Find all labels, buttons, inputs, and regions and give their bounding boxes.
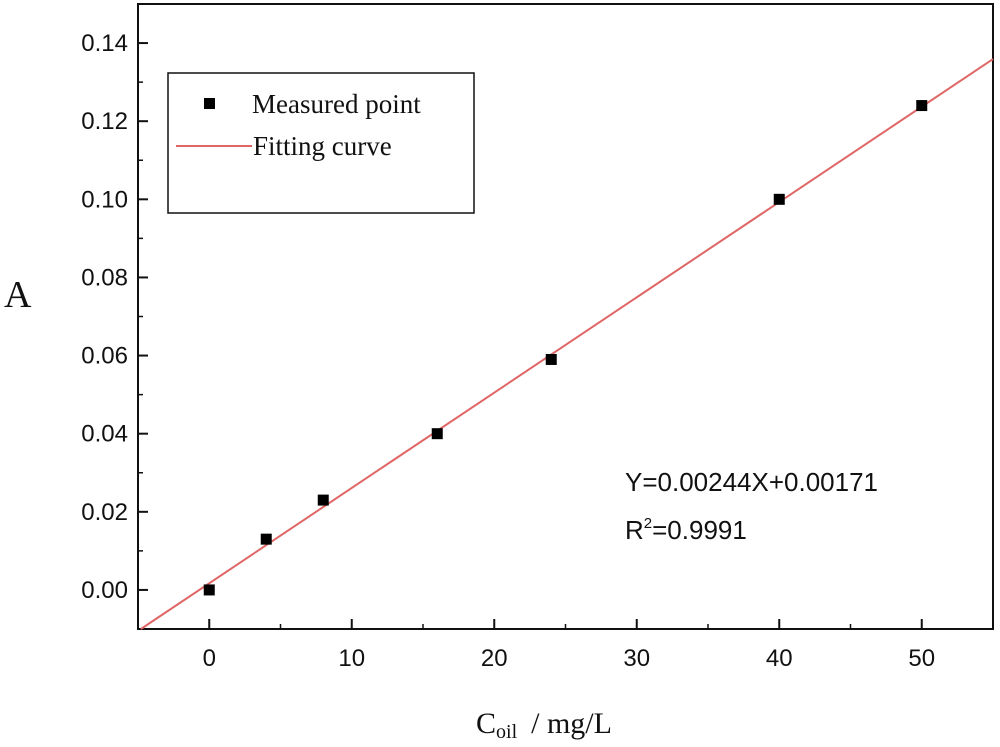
r-squared-text: R2=0.9991 xyxy=(625,515,747,545)
y-axis: 0.00 0.02 0.04 0.06 0.08 0.10 0.12 0.14 xyxy=(81,3,148,630)
legend-box xyxy=(167,72,475,214)
fitting-curve-group xyxy=(140,58,994,630)
y-tick-label: 0.12 xyxy=(81,108,128,135)
y-tick-label: 0.10 xyxy=(81,186,128,213)
legend-label-fitting: Fitting curve xyxy=(253,131,392,161)
measured-point xyxy=(203,584,215,596)
x-axis-title-unit: / mg/L xyxy=(531,707,612,740)
equation-text: Y=0.00244X+0.00171 xyxy=(625,467,878,497)
legend: Measured point Fitting curve xyxy=(167,72,475,214)
r-prefix: R xyxy=(625,515,644,545)
measured-point xyxy=(317,494,329,506)
measured-point xyxy=(431,428,443,440)
y-tick-label: 0.06 xyxy=(81,343,128,370)
y-tick-label: 0.00 xyxy=(81,577,128,604)
x-tick-label: 30 xyxy=(623,645,650,672)
measured-point xyxy=(260,533,272,545)
x-axis-title-sub: oil xyxy=(496,721,518,743)
measured-points xyxy=(203,100,928,596)
x-tick-label: 0 xyxy=(203,645,216,672)
fitting-curve-line xyxy=(140,58,994,630)
x-tick-label: 10 xyxy=(338,645,365,672)
x-axis-title-main: C xyxy=(476,707,496,740)
r-value: =0.9991 xyxy=(652,515,747,545)
legend-label-measured: Measured point xyxy=(252,89,421,119)
x-axis: 0 10 20 30 40 50 xyxy=(137,619,994,672)
x-tick-label: 50 xyxy=(908,645,935,672)
r-superscript: 2 xyxy=(644,515,652,532)
y-tick-label: 0.14 xyxy=(81,30,128,57)
legend-marker-square xyxy=(204,98,215,109)
y-tick-label: 0.08 xyxy=(81,264,128,291)
x-tick-label: 20 xyxy=(481,645,508,672)
measured-point xyxy=(545,353,557,365)
y-axis-title: A xyxy=(4,274,32,316)
y-tick-label: 0.02 xyxy=(81,499,128,526)
y-tick-label: 0.04 xyxy=(81,421,128,448)
measured-point xyxy=(773,193,785,205)
x-axis-title: Coil / mg/L xyxy=(476,707,612,743)
fit-annotation: Y=0.00244X+0.00171 R2=0.9991 xyxy=(625,467,878,545)
measured-point xyxy=(916,100,928,112)
x-tick-label: 40 xyxy=(766,645,793,672)
